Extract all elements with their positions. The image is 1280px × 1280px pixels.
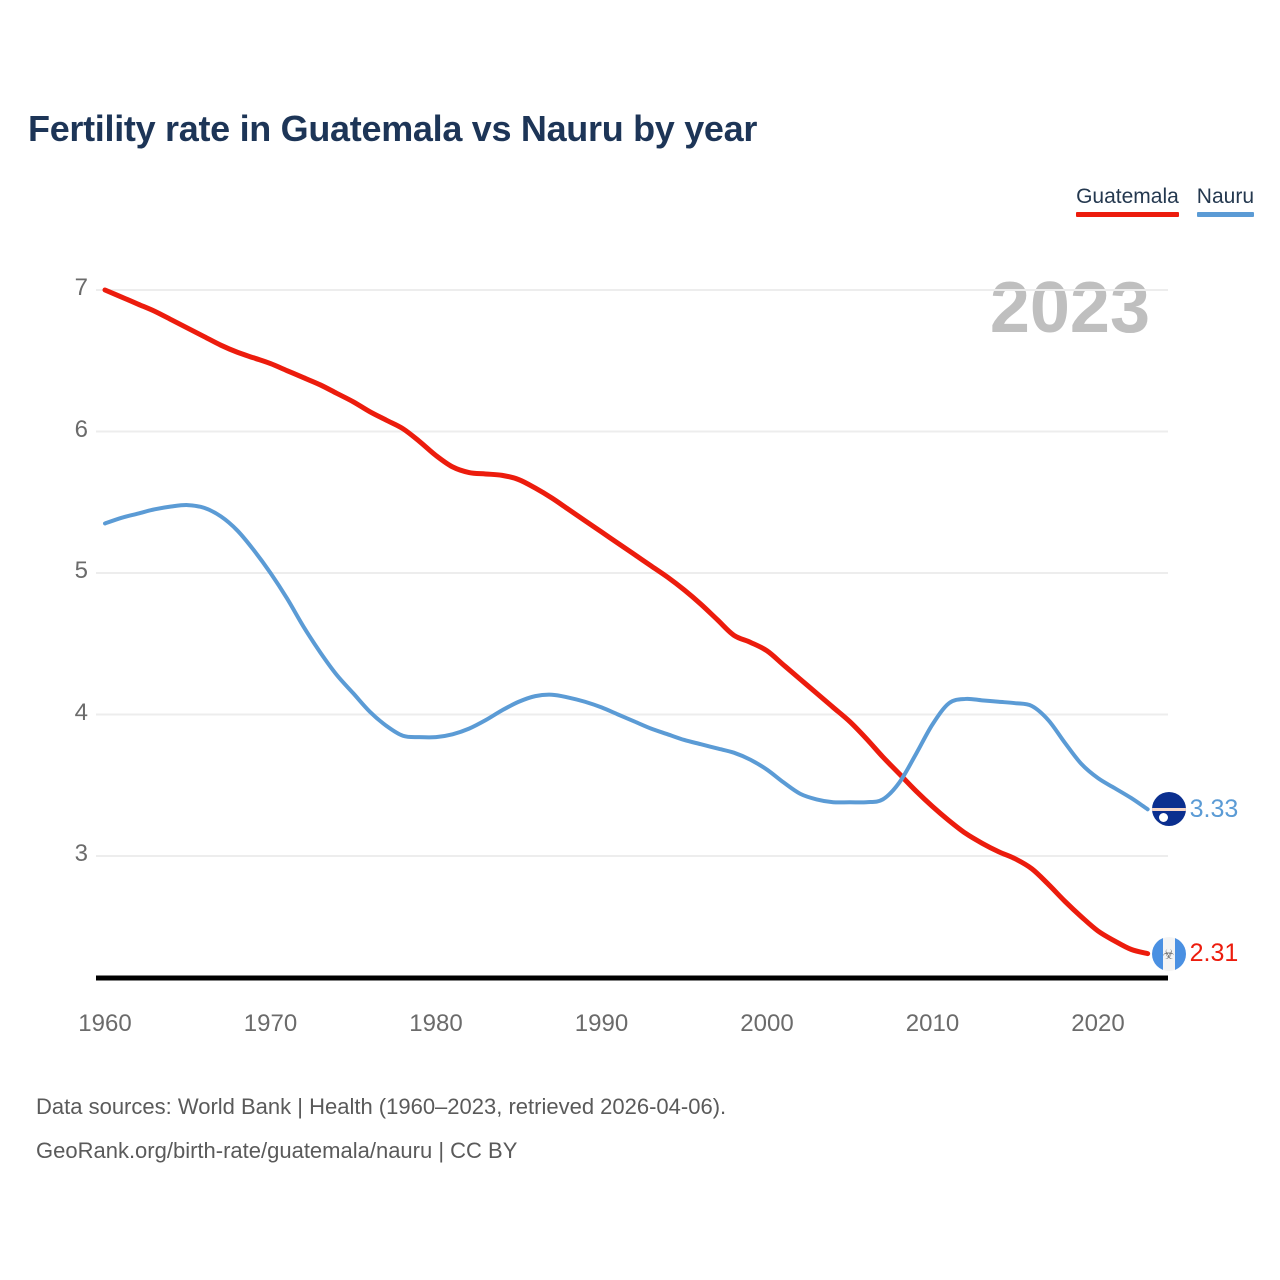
legend-item-nauru[interactable]: Nauru	[1196, 184, 1254, 217]
page-title: Fertility rate in Guatemala vs Nauru by …	[28, 108, 758, 149]
footer-data-sources: Data sources: World Bank | Health (1960–…	[36, 1094, 727, 1119]
nauru-flag-stripe	[1151, 807, 1186, 811]
x-tick-label: 1990	[574, 1010, 629, 1037]
x-tick-label: 2010	[905, 1010, 960, 1037]
legend-label-nauru: Nauru	[1196, 185, 1254, 208]
y-tick-label: 7	[74, 274, 88, 301]
nauru-flag-icon	[1151, 792, 1186, 827]
endpoint-marker-nauru[interactable]: 3.33	[1151, 792, 1239, 827]
endpoint-value-nauru: 3.33	[1189, 794, 1239, 823]
legend-color-swatch-nauru	[1196, 212, 1254, 217]
gridlines	[96, 289, 1168, 857]
legend-item-guatemala[interactable]: Guatemala	[1076, 184, 1179, 217]
chart-legend: Guatemala Nauru	[1076, 184, 1254, 217]
series-line-guatemala	[102, 287, 1151, 957]
y-tick-label: 3	[74, 840, 88, 867]
series-line-nauru	[103, 503, 1150, 812]
guatemala-flag-emblem: ☣	[1162, 945, 1175, 962]
x-tick-label: 2000	[740, 1010, 794, 1037]
legend-color-swatch-guatemala	[1076, 212, 1179, 217]
footer-source-url: GeoRank.org/birth-rate/guatemala/nauru |…	[36, 1138, 518, 1163]
x-tick-label: 1960	[78, 1010, 132, 1037]
y-tick-label: 4	[74, 698, 88, 726]
x-tick-label: 2020	[1071, 1010, 1125, 1037]
endpoint-marker-guatemala[interactable]: ☣ 2.31	[1151, 936, 1239, 971]
year-watermark: 2023	[989, 268, 1150, 348]
y-tick-label: 6	[74, 415, 88, 443]
footer-attribution: Data sources: World Bank | Health (1960–…	[36, 1085, 726, 1173]
guatemala-flag-icon: ☣	[1151, 936, 1186, 971]
x-tick-label: 1970	[243, 1010, 298, 1037]
series-lines	[102, 287, 1151, 957]
nauru-flag-star	[1159, 813, 1169, 823]
legend-label-guatemala: Guatemala	[1076, 185, 1179, 208]
y-tick-label: 5	[74, 557, 88, 584]
endpoint-value-guatemala: 2.31	[1189, 939, 1239, 968]
x-tick-label: 1980	[409, 1010, 463, 1037]
